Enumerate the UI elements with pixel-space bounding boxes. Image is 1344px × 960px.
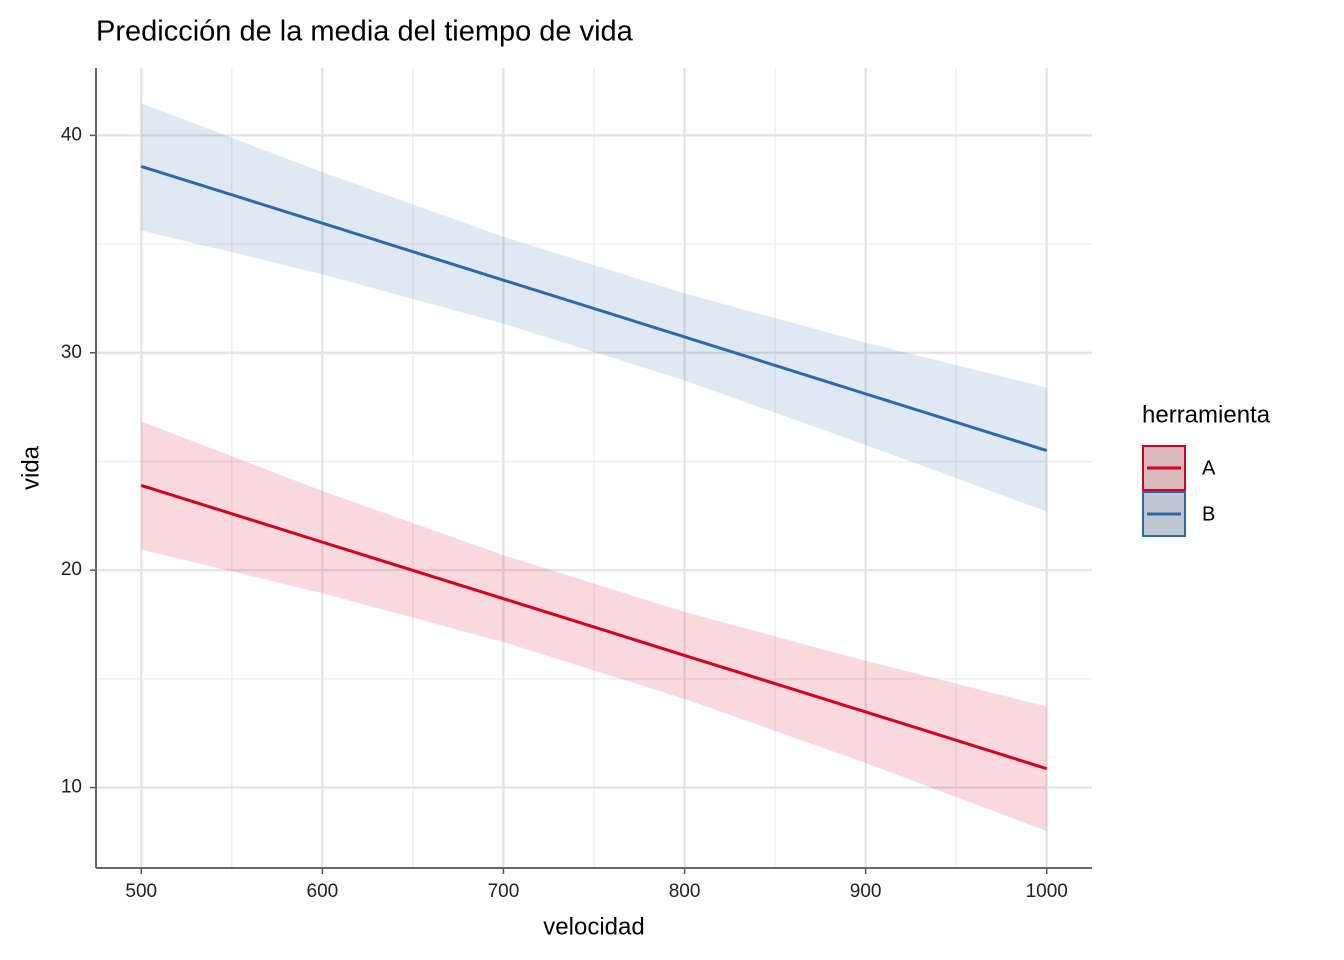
y-tick-label: 40 <box>61 124 82 145</box>
line <box>140 483 1048 771</box>
x-tick-label: 1000 <box>1026 881 1068 902</box>
y-tick-label: 10 <box>61 777 82 798</box>
x-tick-label: 800 <box>669 881 701 902</box>
y-tick-label: 30 <box>61 342 82 363</box>
legend-label: B <box>1202 503 1215 525</box>
chart-title: Predicción de la media del tiempo de vid… <box>96 16 634 48</box>
legend-label: A <box>1202 457 1216 479</box>
x-tick-label: 900 <box>850 881 882 902</box>
x-tick-label: 700 <box>488 881 520 902</box>
x-tick-label: 500 <box>125 881 157 902</box>
y-axis-title: vida <box>17 445 44 490</box>
x-axis-title: velocidad <box>543 913 644 940</box>
y-tick-label: 20 <box>61 559 82 580</box>
legend-title: herramienta <box>1142 401 1271 428</box>
x-tick-label: 600 <box>307 881 339 902</box>
line <box>140 165 1048 453</box>
